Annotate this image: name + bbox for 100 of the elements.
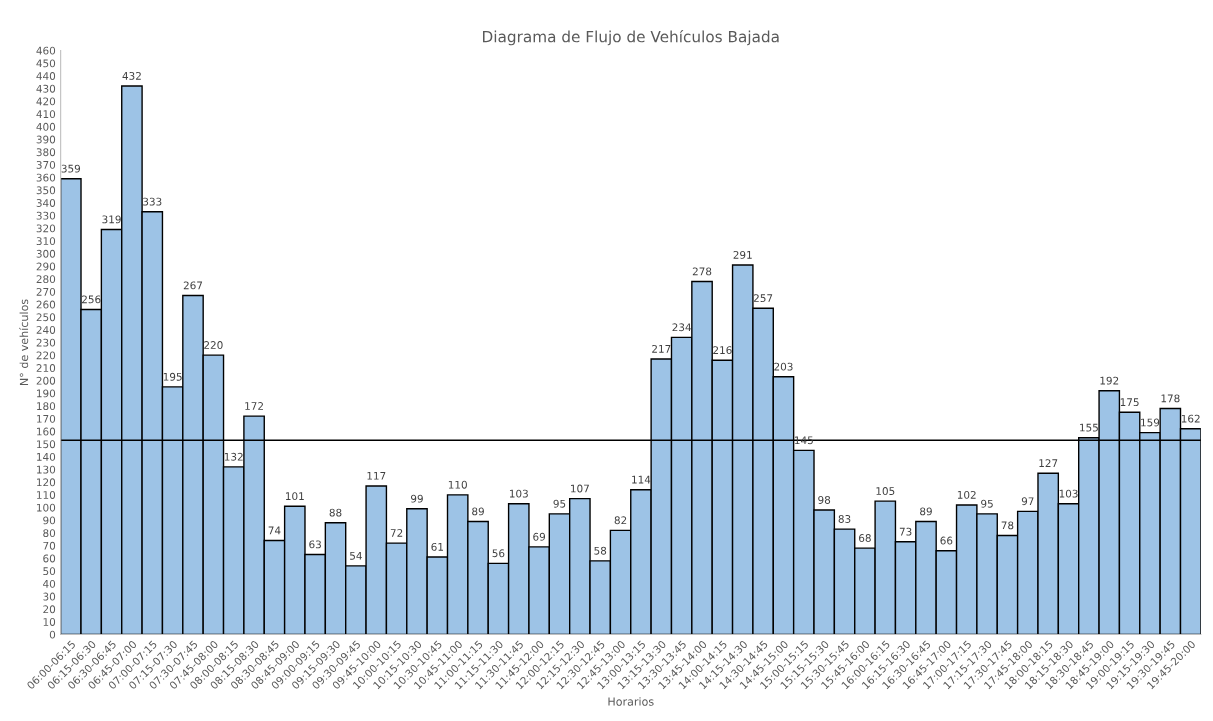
data-label: 117: [367, 472, 386, 480]
data-label: 319: [102, 215, 121, 224]
data-label: 220: [204, 341, 223, 349]
y-tick-label: 140: [37, 452, 56, 461]
data-label: 162: [1181, 414, 1200, 423]
y-tick-label: 240: [36, 326, 56, 334]
data-label: 257: [753, 294, 773, 303]
data-label: 172: [245, 402, 263, 410]
data-label: 110: [448, 480, 467, 489]
data-label: 132: [224, 452, 243, 461]
data-label: 54: [350, 551, 362, 560]
y-tick-label: 90: [43, 516, 56, 525]
y-tick-label: 190: [37, 389, 56, 398]
data-label: 82: [614, 516, 627, 525]
data-label: 95: [981, 499, 993, 508]
y-tick-label: 30: [43, 592, 56, 601]
y-tick-label: 230: [36, 338, 56, 347]
data-label: 216: [713, 346, 732, 355]
data-label: 69: [533, 532, 546, 541]
y-tick-label: 170: [37, 414, 56, 423]
y-tick-label: 150: [37, 440, 56, 449]
data-label: 178: [1161, 394, 1180, 403]
y-tick-label: 60: [43, 554, 56, 563]
y-tick-label: 310: [36, 237, 56, 246]
y-tick-label: 410: [36, 110, 56, 119]
x-axis-title: Horarios: [608, 697, 654, 706]
data-label: 102: [957, 490, 976, 499]
data-label: 89: [472, 507, 484, 516]
data-label: 267: [183, 281, 203, 290]
data-label: 192: [1100, 376, 1119, 385]
data-label: 78: [1001, 521, 1014, 530]
y-tick-label: 80: [43, 529, 56, 538]
y-tick-label: 40: [43, 579, 56, 588]
y-tick-label: 350: [36, 186, 56, 195]
y-tick-label: 220: [36, 351, 56, 360]
y-tick-label: 430: [36, 84, 56, 93]
y-tick-label: 370: [36, 160, 56, 169]
data-label: 58: [594, 546, 607, 555]
data-label: 159: [1141, 418, 1160, 427]
y-tick-label: 10: [43, 618, 56, 626]
y-tick-label: 160: [37, 427, 56, 436]
y-tick-label: 120: [37, 478, 56, 487]
data-label: 103: [1059, 489, 1078, 498]
data-label: 359: [61, 164, 81, 173]
chart-title: Diagrama de Flujo de Vehículos Bajada: [483, 29, 779, 46]
data-label: 72: [390, 529, 403, 537]
data-label: 114: [632, 475, 651, 484]
y-tick-label: 20: [43, 605, 56, 614]
y-tick-label: 70: [43, 541, 56, 550]
data-label: 101: [286, 492, 304, 501]
y-tick-label: 280: [36, 275, 56, 284]
y-tick-label: 100: [37, 503, 56, 512]
data-label: 217: [652, 344, 671, 353]
y-tick-label: 420: [36, 97, 56, 106]
data-label: 333: [143, 197, 162, 206]
data-label: 73: [899, 527, 912, 536]
data-label: 89: [920, 507, 932, 516]
data-label: 83: [838, 515, 851, 523]
data-label: 195: [163, 372, 182, 381]
y-tick-label: 390: [36, 135, 56, 144]
y-tick-label: 270: [36, 287, 56, 296]
y-axis-title: N° de vehículos: [19, 299, 29, 385]
data-label: 56: [492, 549, 505, 558]
data-label: 175: [1120, 398, 1139, 407]
data-label: 98: [818, 496, 831, 504]
data-label: 99: [411, 494, 423, 503]
y-tick-label: 330: [36, 211, 56, 220]
y-tick-label: 130: [37, 465, 56, 474]
data-label: 155: [1080, 423, 1098, 432]
data-label: 63: [309, 540, 321, 549]
data-label: 88: [329, 508, 342, 517]
data-label: 234: [672, 323, 692, 332]
y-tick-label: 450: [36, 59, 56, 68]
y-tick-label: 180: [37, 402, 56, 411]
y-tick-label: 460: [36, 46, 56, 55]
data-label: 103: [509, 489, 528, 498]
y-tick-label: 200: [36, 376, 56, 385]
data-label: 107: [571, 484, 589, 493]
data-label: 74: [268, 526, 281, 535]
data-label: 95: [553, 499, 566, 508]
data-label: 278: [692, 267, 712, 276]
data-label: 256: [82, 295, 101, 304]
data-label: 61: [431, 542, 443, 551]
y-tick-label: 290: [36, 262, 56, 271]
data-label: 66: [940, 536, 953, 545]
data-label: 291: [733, 250, 752, 259]
data-label: 97: [1021, 497, 1034, 506]
data-label: 127: [1039, 459, 1058, 467]
y-tick-label: 300: [36, 249, 56, 258]
data-label: 105: [876, 487, 895, 495]
y-tick-label: 360: [36, 173, 56, 182]
y-tick-label: 260: [36, 300, 56, 309]
y-tick-label: 0: [49, 630, 56, 639]
y-tick-label: 210: [36, 364, 56, 372]
y-tick-label: 320: [36, 224, 56, 233]
y-tick-label: 340: [36, 199, 56, 207]
y-tick-label: 380: [36, 148, 56, 157]
y-tick-label: 50: [43, 567, 56, 576]
data-label: 432: [122, 71, 141, 80]
y-tick-label: 440: [36, 72, 56, 80]
